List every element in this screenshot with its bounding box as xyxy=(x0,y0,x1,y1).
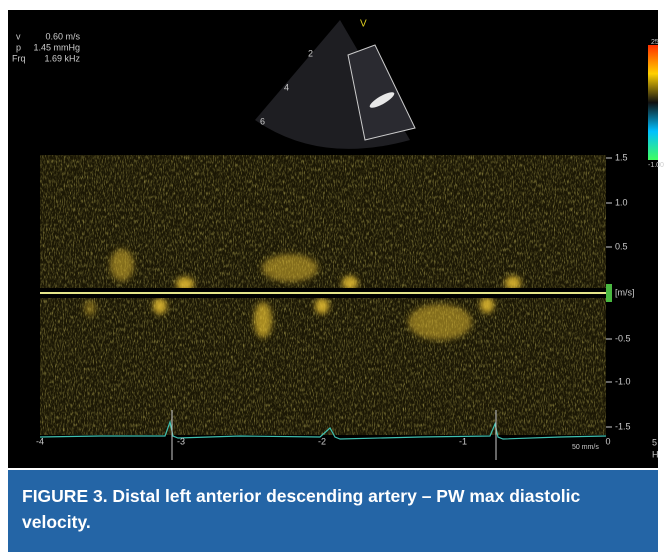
color-bar-bottom: -1.00 xyxy=(648,162,664,169)
edge-text: 5 xyxy=(652,437,657,447)
time-label: -2 xyxy=(318,436,326,446)
time-label: -1 xyxy=(459,436,467,446)
mode-label: V xyxy=(360,19,367,30)
figure-caption: FIGURE 3. Distal left anterior descendin… xyxy=(8,470,658,552)
sweep-speed: 50 mm/s xyxy=(572,444,599,451)
time-label: -3 xyxy=(177,436,185,446)
color-bar xyxy=(648,45,658,160)
depth-label: 6 xyxy=(260,116,265,126)
velocity-label: 1.0 xyxy=(615,197,628,207)
velocity-label: -1.5 xyxy=(615,421,631,431)
time-label: -4 xyxy=(36,436,44,446)
readout-label: v xyxy=(16,31,21,41)
readout-value: 1.45 mmHg xyxy=(33,42,80,52)
ultrasound-screen: v 0.60 m/s p 1.45 mmHg Frq 1.69 kHz 2 4 … xyxy=(0,0,666,468)
edge-text: H xyxy=(652,449,659,459)
time-label: 0 xyxy=(605,436,610,446)
readout-label: Frq xyxy=(12,53,26,63)
readout-value: 0.60 m/s xyxy=(45,31,80,41)
velocity-label: 0.5 xyxy=(615,241,628,251)
figure: v 0.60 m/s p 1.45 mmHg Frq 1.69 kHz 2 4 … xyxy=(0,0,666,552)
velocity-label: -1.0 xyxy=(615,376,631,386)
baseline-marker xyxy=(606,284,612,302)
color-bar-top: 25 xyxy=(651,39,659,46)
depth-label: 4 xyxy=(284,82,289,92)
velocity-label: -0.5 xyxy=(615,333,631,343)
readout-value: 1.69 kHz xyxy=(44,53,80,63)
readout-label: p xyxy=(16,42,21,52)
velocity-unit: [m/s] xyxy=(615,287,635,297)
velocity-label: 1.5 xyxy=(615,152,628,162)
depth-label: 2 xyxy=(308,48,313,58)
